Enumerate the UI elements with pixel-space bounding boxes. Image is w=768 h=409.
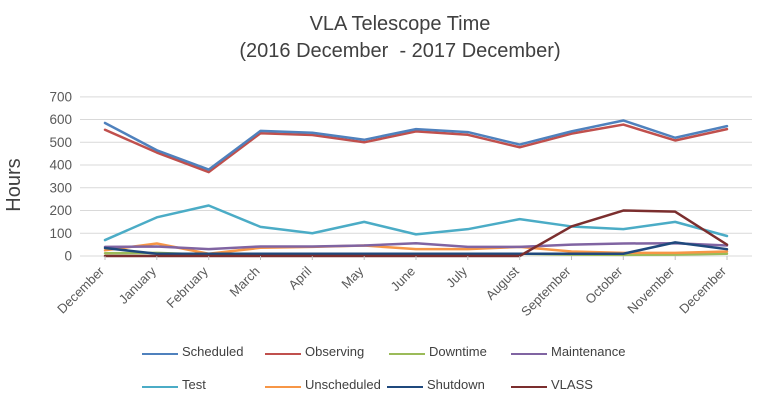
svg-text:December: December	[54, 263, 107, 316]
svg-text:July: July	[443, 263, 470, 290]
svg-text:March: March	[226, 264, 262, 300]
svg-text:May: May	[338, 263, 366, 291]
svg-text:November: November	[624, 263, 677, 316]
svg-text:August: August	[483, 263, 522, 302]
svg-text:September: September	[518, 263, 574, 319]
svg-text:0: 0	[64, 249, 72, 264]
svg-text:700: 700	[49, 89, 72, 104]
svg-text:October: October	[582, 263, 626, 307]
svg-text:January: January	[116, 263, 160, 307]
svg-text:400: 400	[49, 158, 72, 173]
svg-text:600: 600	[49, 112, 72, 127]
svg-text:100: 100	[49, 226, 72, 241]
svg-text:February: February	[163, 263, 211, 311]
svg-text:200: 200	[49, 203, 72, 218]
svg-text:April: April	[285, 263, 314, 292]
svg-text:300: 300	[49, 180, 72, 195]
svg-text:June: June	[388, 264, 419, 295]
svg-text:500: 500	[49, 135, 72, 150]
svg-text:December: December	[676, 263, 729, 316]
